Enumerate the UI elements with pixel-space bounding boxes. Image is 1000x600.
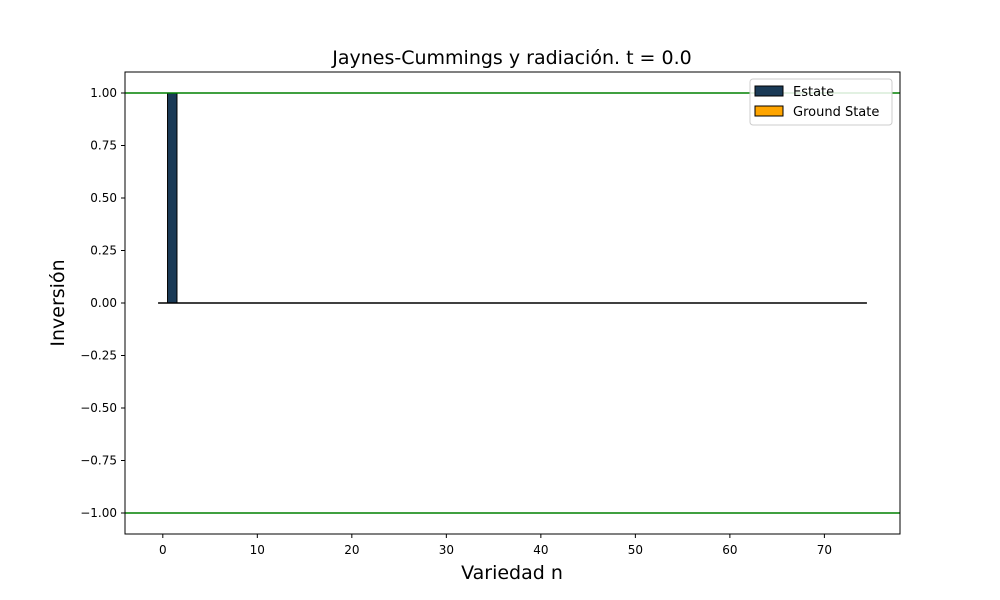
x-tick-label: 0: [159, 543, 167, 557]
x-tick-label: 50: [628, 543, 643, 557]
bar-estate-1: [167, 92, 178, 304]
y-tick-label: −0.25: [80, 349, 117, 363]
x-tick-label: 30: [439, 543, 454, 557]
y-axis-label: Inversión: [47, 259, 69, 346]
legend: Estate Ground State: [749, 78, 893, 126]
y-tick-label: 0.50: [90, 191, 117, 205]
legend-swatch-ground-state: [754, 105, 784, 117]
x-axis-label: Variedad n: [461, 562, 563, 584]
plot-area: [124, 71, 901, 535]
y-tick-label: 0.25: [90, 244, 117, 258]
y-tick-label: 0.00: [90, 296, 117, 310]
y-tick-label: −0.75: [80, 454, 117, 468]
x-tick-label: 60: [722, 543, 737, 557]
legend-swatch-estate: [754, 85, 784, 97]
chart-title: Jaynes-Cummings y radiación. t = 0.0: [331, 47, 691, 69]
x-axis-ticks: 0 10 20 30 40 50 60 70: [159, 534, 832, 557]
legend-label-ground-state: Ground State: [793, 105, 879, 120]
y-tick-label: −1.00: [80, 506, 117, 520]
x-tick-label: 10: [250, 543, 265, 557]
x-tick-label: 40: [533, 543, 548, 557]
x-tick-label: 20: [344, 543, 359, 557]
legend-label-estate: Estate: [793, 85, 834, 100]
y-tick-label: −0.50: [80, 401, 117, 415]
y-axis-ticks: 1.00 0.75 0.50 0.25 0.00 −0.25 −0.50 −0.75 −1.00: [80, 86, 125, 520]
x-tick-label: 70: [817, 543, 832, 557]
y-tick-label: 1.00: [90, 86, 117, 100]
legend-box: [749, 78, 893, 126]
y-tick-label: 0.75: [90, 139, 117, 153]
